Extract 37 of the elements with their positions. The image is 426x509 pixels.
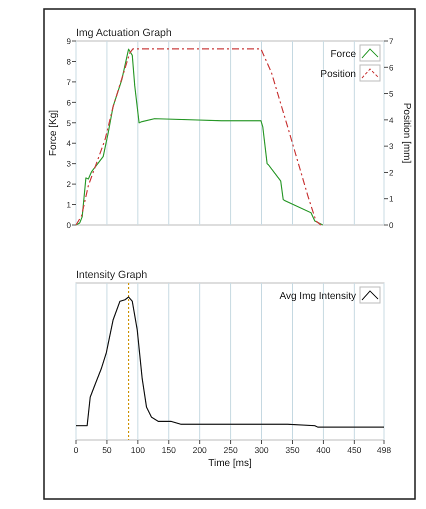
x-tick-label: 50	[102, 445, 112, 455]
x-tick-label: 100	[130, 445, 146, 455]
y-tick-label: 4	[66, 139, 72, 148]
x-tick-label: 400	[316, 445, 331, 455]
y-tick-label: 3	[66, 160, 72, 169]
y2-tick-label: 6	[389, 63, 394, 72]
y-tick-label: 8	[66, 57, 72, 66]
y2-tick-label: 2	[389, 168, 394, 178]
x-tick-label: 300	[254, 445, 269, 455]
y2-tick-label: 7	[389, 37, 394, 46]
y-tick-label: 9	[66, 37, 72, 46]
y2-tick-label: 4	[389, 116, 394, 125]
y2-tick-label: 0	[389, 221, 394, 230]
legend-label: Avg Img Intensity	[279, 291, 356, 302]
y2-tick-label: 5	[389, 90, 394, 99]
y-tick-label: 2	[66, 180, 72, 190]
legend-label: Force	[330, 49, 356, 60]
y-tick-label: 1	[66, 200, 72, 210]
y-tick-label: 5	[66, 118, 72, 128]
x-tick-label: 498	[376, 445, 392, 455]
x-tick-label: 200	[192, 445, 208, 455]
y-tick-label: 6	[66, 98, 72, 108]
x-axis-title: Time [ms]	[208, 458, 252, 469]
y2-tick-label: 1	[389, 194, 394, 204]
y-tick-label: 7	[66, 78, 72, 87]
x-tick-label: 350	[285, 445, 300, 455]
chart-title: Img Actuation Graph	[76, 27, 172, 39]
y-tick-label: 0	[66, 221, 72, 230]
x-tick-label: 450	[347, 445, 362, 455]
y2-axis-title: Position [mm]	[401, 102, 412, 164]
y-axis-title: Force [Kg]	[48, 110, 59, 156]
chart-title: Intensity Graph	[76, 269, 148, 281]
legend-label: Position	[320, 69, 356, 80]
y2-tick-label: 3	[389, 142, 394, 152]
x-tick-label: 150	[162, 445, 176, 455]
x-tick-label: 0	[74, 445, 79, 455]
x-tick-label: 250	[224, 445, 238, 455]
